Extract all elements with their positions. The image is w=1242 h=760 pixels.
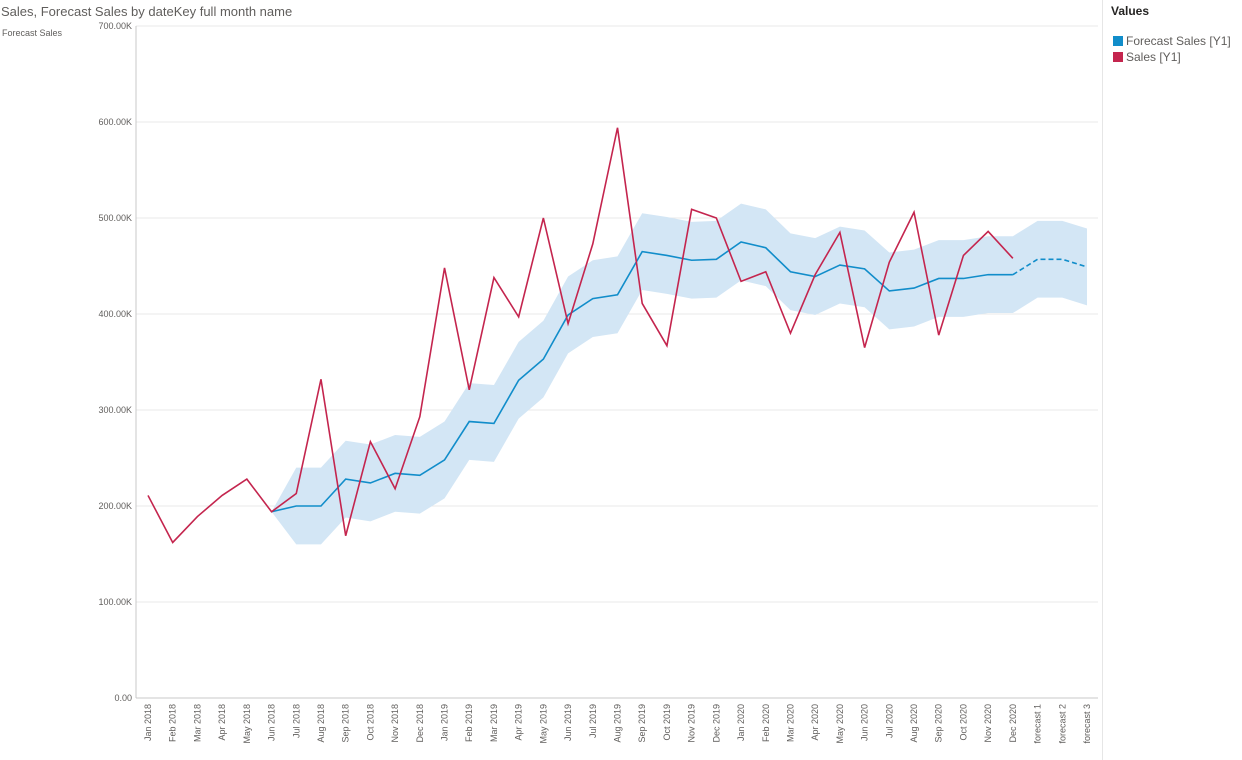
x-tick-label: Aug 2019 <box>613 704 623 743</box>
y-tick-label: 700.00K <box>98 21 132 31</box>
y-tick-label: 300.00K <box>98 405 132 415</box>
x-tick-label: Jul 2020 <box>884 704 894 738</box>
x-tick-label: Jul 2018 <box>291 704 301 738</box>
x-tick-label: Feb 2019 <box>464 704 474 742</box>
x-tick-label: Sep 2020 <box>934 704 944 743</box>
x-tick-label: May 2018 <box>242 704 252 744</box>
x-tick-label: May 2019 <box>538 704 548 744</box>
x-tick-label: Jan 2020 <box>736 704 746 741</box>
sales-line <box>147 127 1014 544</box>
x-tick-label: Sep 2019 <box>637 704 647 743</box>
legend-swatch-sales <box>1113 52 1123 62</box>
line-chart: 0.00 100.00K 200.00K 300.00K 400.00K 500.00K 6… <box>98 21 1098 744</box>
x-tick-label: Feb 2020 <box>761 704 771 742</box>
x-tick-label: Apr 2018 <box>217 704 227 741</box>
x-tick-label: Jun 2018 <box>267 704 277 741</box>
legend-label-sales: Sales [Y1] <box>1126 50 1181 64</box>
forecast-confidence-band <box>271 203 1088 545</box>
x-tick-label: Jun 2019 <box>563 704 573 741</box>
legend-item-forecast-sales[interactable]: Forecast Sales [Y1] <box>1113 34 1231 48</box>
y-axis-title: Forecast Sales <box>2 28 63 38</box>
x-tick-label: Jan 2019 <box>440 704 450 741</box>
x-tick-label: Mar 2019 <box>489 704 499 742</box>
x-tick-label: Dec 2020 <box>1008 704 1018 743</box>
y-tick-label: 600.00K <box>98 117 132 127</box>
x-tick-label: Nov 2020 <box>983 704 993 743</box>
x-tick-label: Nov 2018 <box>390 704 400 743</box>
legend-title: Values <box>1111 4 1150 18</box>
x-tick-label: Dec 2019 <box>711 704 721 743</box>
y-tick-label: 500.00K <box>98 213 132 223</box>
x-tick-label: Aug 2020 <box>909 704 919 743</box>
x-tick-label: Oct 2019 <box>662 704 672 741</box>
y-tick-label: 100.00K <box>98 597 132 607</box>
x-tick-label: Nov 2019 <box>687 704 697 743</box>
y-tick-label: 0.00 <box>114 693 132 703</box>
x-tick-label: forecast 3 <box>1082 704 1092 744</box>
x-tick-label: forecast 1 <box>1033 704 1043 744</box>
x-tick-label: Dec 2018 <box>415 704 425 743</box>
x-tick-label: forecast 2 <box>1057 704 1067 744</box>
y-tick-label: 200.00K <box>98 501 132 511</box>
x-tick-label: Aug 2018 <box>316 704 326 743</box>
legend-label-forecast: Forecast Sales [Y1] <box>1126 34 1231 48</box>
x-tick-label: Jun 2020 <box>860 704 870 741</box>
x-tick-label: Mar 2020 <box>785 704 795 742</box>
x-tick-label: May 2020 <box>835 704 845 744</box>
chart-title: Sales, Forecast Sales by dateKey full mo… <box>1 4 293 19</box>
x-tick-label: Feb 2018 <box>168 704 178 742</box>
x-tick-label: Jan 2018 <box>143 704 153 741</box>
x-tick-label: Oct 2018 <box>365 704 375 741</box>
x-tick-label: Mar 2018 <box>192 704 202 742</box>
legend: Values Forecast Sales [Y1] Sales [Y1] <box>1102 0 1242 760</box>
x-tick-label: Apr 2019 <box>514 704 524 741</box>
y-tick-label: 400.00K <box>98 309 132 319</box>
legend-item-sales[interactable]: Sales [Y1] <box>1113 50 1181 64</box>
legend-swatch-forecast <box>1113 36 1123 46</box>
x-tick-label: Apr 2020 <box>810 704 820 741</box>
x-tick-label: Oct 2020 <box>958 704 968 741</box>
forecast-sales-line <box>271 241 1013 513</box>
x-tick-label: Jul 2019 <box>588 704 598 738</box>
forecast-future-line <box>1012 258 1088 276</box>
x-tick-label: Sep 2018 <box>341 704 351 743</box>
